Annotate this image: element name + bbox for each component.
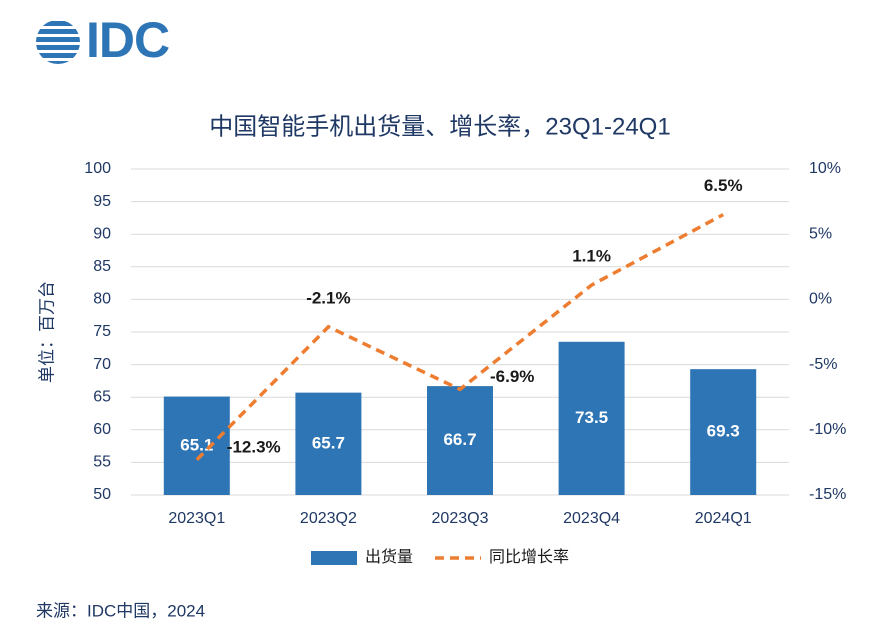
y-tick-label: 60 xyxy=(93,421,111,438)
line-value-label: -6.9% xyxy=(490,367,534,386)
line-value-label: -12.3% xyxy=(227,437,281,456)
y2-tick-label: 0% xyxy=(809,291,832,308)
bar-value-label: 73.5 xyxy=(575,408,608,427)
source: 来源：IDC中国，2024 xyxy=(36,601,205,620)
y-tick-label: 50 xyxy=(93,486,111,503)
y-tick-label: 100 xyxy=(84,160,111,177)
y2-tick-label: 5% xyxy=(809,225,832,242)
logo-mark xyxy=(36,21,80,64)
y2-tick-label: -10% xyxy=(809,421,846,438)
bar xyxy=(295,392,362,495)
y-tick-label: 70 xyxy=(93,356,111,373)
y-tick-label: 75 xyxy=(93,323,111,340)
x-tick-label: 2024Q1 xyxy=(695,510,752,527)
line-value-label: 1.1% xyxy=(572,247,611,266)
line-value-label: -2.1% xyxy=(306,288,350,307)
bar-value-label: 69.3 xyxy=(707,422,740,441)
bar-value-label: 65.1 xyxy=(180,435,213,454)
y-tick-label: 85 xyxy=(93,258,111,275)
y-tick-label: 80 xyxy=(93,291,111,308)
line-value-label: 6.5% xyxy=(704,176,743,195)
line xyxy=(195,213,725,462)
bar-value-label: 65.7 xyxy=(312,433,345,452)
y-tick-label: 95 xyxy=(93,193,111,210)
chart-title: 中国智能手机出货量、增长率，23Q1-24Q1 xyxy=(209,113,670,140)
y-tick-label: 90 xyxy=(93,225,111,242)
y-axis-label: 单位：百万台 xyxy=(37,281,56,383)
bar xyxy=(163,396,230,495)
bar xyxy=(427,386,493,495)
legend-label: 同比增长率 xyxy=(489,548,569,566)
y-tick-label: 65 xyxy=(93,388,111,405)
bar xyxy=(558,341,625,495)
x-tick-label: 2023Q1 xyxy=(168,510,225,527)
y-tick-label: 55 xyxy=(93,454,111,471)
legend-swatch xyxy=(311,551,357,565)
bar xyxy=(690,369,757,495)
bar-value-label: 66.7 xyxy=(443,430,476,449)
x-tick-label: 2023Q4 xyxy=(563,510,620,527)
y2-tick-label: -5% xyxy=(809,356,837,373)
y2-tick-label: 10% xyxy=(809,160,841,177)
x-tick-label: 2023Q2 xyxy=(300,510,357,527)
legend-label: 出货量 xyxy=(365,548,413,566)
x-tick-label: 2023Q3 xyxy=(432,510,489,527)
logo-text: IDC xyxy=(86,12,169,68)
y2-tick-label: -15% xyxy=(809,486,846,503)
